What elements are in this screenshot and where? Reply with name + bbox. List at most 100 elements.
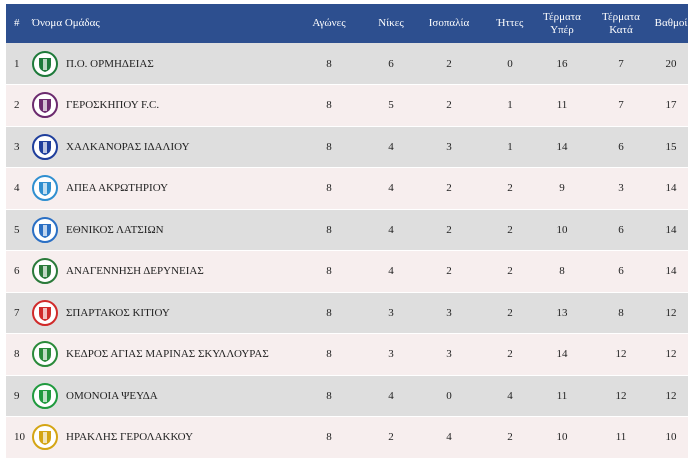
chalkanoras-crest-icon	[32, 133, 58, 160]
ethnikos-crest-icon	[32, 216, 58, 243]
team-cell: ΗΡΑΚΛΗΣ ΓΕΡΟΛΑΚΚΟΥ	[32, 416, 290, 459]
header-position[interactable]: #	[14, 17, 20, 29]
points-cell: 15	[654, 126, 688, 168]
geroskipou-crest-icon	[32, 92, 58, 119]
losses-cell: 4	[484, 375, 536, 417]
position-cell: 7	[6, 292, 32, 334]
wins-cell: 2	[368, 416, 414, 459]
position-cell: 6	[6, 250, 32, 293]
team-cell: ΓΕΡΟΣΚΗΠΟΥ F.C.	[32, 84, 290, 127]
header-goals-against-line2: Κατά	[609, 23, 633, 36]
team-info: ΓΕΡΟΣΚΗΠΟΥ F.C.	[32, 92, 290, 119]
points-cell: 14	[654, 209, 688, 251]
played-cell: 8	[290, 167, 368, 210]
table-row: 7 ΣΠΑΡΤΑΚΟΣ ΚΙΤΙΟΥ 8 3 3 2 13 8 12	[6, 292, 688, 334]
position-cell: 3	[6, 126, 32, 168]
wins-cell: 4	[368, 375, 414, 417]
team-cell: ΑΠΕΑ ΑΚΡΩΤΗΡΙΟΥ	[32, 167, 290, 210]
header-goals-for-line1: Τέρματα	[543, 10, 581, 23]
position-cell: 5	[6, 209, 32, 251]
wins-cell: 4	[368, 167, 414, 210]
league-table-container: # Όνομα Ομάδας Αγώνες Νίκες Ισοπαλία Ήττ…	[6, 4, 688, 459]
header-losses[interactable]: Ήττες	[496, 17, 524, 29]
goals-for-cell: 8	[536, 250, 588, 293]
position-cell: 2	[6, 84, 32, 127]
points-cell: 12	[654, 375, 688, 417]
points-cell: 12	[654, 292, 688, 334]
points-cell: 20	[654, 43, 688, 85]
table-row: 8 ΚΕΔΡΟΣ ΑΓΙΑΣ ΜΑΡΙΝΑΣ ΣΚΥΛΛΟΥΡΑΣ 8 3 3 …	[6, 333, 688, 376]
points-cell: 14	[654, 250, 688, 293]
table-row: 6 ΑΝΑΓΕΝΝΗΣΗ ΔΕΡΥΝΕΙΑΣ 8 4 2 2 8 6 14	[6, 250, 688, 293]
losses-cell: 2	[484, 209, 536, 251]
goals-against-cell: 6	[588, 126, 654, 168]
losses-cell: 2	[484, 333, 536, 376]
team-name[interactable]: ΕΘΝΙΚΟΣ ΛΑΤΣΙΩΝ	[66, 223, 164, 236]
team-name[interactable]: ΚΕΔΡΟΣ ΑΓΙΑΣ ΜΑΡΙΝΑΣ ΣΚΥΛΛΟΥΡΑΣ	[66, 348, 269, 361]
header-goals-for[interactable]: Τέρματα Υπέρ	[536, 4, 588, 43]
iraklis-crest-icon	[32, 424, 58, 451]
team-name[interactable]: ΧΑΛΚΑΝΟΡΑΣ ΙΔΑΛΙΟΥ	[66, 140, 190, 153]
team-name[interactable]: ΗΡΑΚΛΗΣ ΓΕΡΟΛΑΚΚΟΥ	[66, 431, 194, 444]
draws-cell: 3	[414, 126, 484, 168]
goals-against-cell: 3	[588, 167, 654, 210]
draws-cell: 2	[414, 84, 484, 127]
played-cell: 8	[290, 375, 368, 417]
goals-against-cell: 6	[588, 250, 654, 293]
losses-cell: 2	[484, 416, 536, 459]
header-goals-against[interactable]: Τέρματα Κατά	[588, 4, 654, 43]
goals-against-cell: 12	[588, 333, 654, 376]
header-played[interactable]: Αγώνες	[312, 17, 346, 29]
spartakos-crest-icon	[32, 299, 58, 326]
goals-against-cell: 6	[588, 209, 654, 251]
draws-cell: 2	[414, 167, 484, 210]
team-name[interactable]: ΑΠΕΑ ΑΚΡΩΤΗΡΙΟΥ	[66, 182, 169, 195]
team-name[interactable]: ΓΕΡΟΣΚΗΠΟΥ F.C.	[66, 99, 160, 112]
table-row: 10 ΗΡΑΚΛΗΣ ΓΕΡΟΛΑΚΚΟΥ 8 2 4 2 10 11 10	[6, 416, 688, 459]
team-name[interactable]: Π.Ο. ΟΡΜΗΔΕΙΑΣ	[66, 57, 154, 70]
wins-cell: 3	[368, 292, 414, 334]
position-cell: 4	[6, 167, 32, 210]
team-name[interactable]: ΣΠΑΡΤΑΚΟΣ ΚΙΤΙΟΥ	[66, 306, 170, 319]
team-info: ΗΡΑΚΛΗΣ ΓΕΡΟΛΑΚΚΟΥ	[32, 424, 290, 451]
table-header: # Όνομα Ομάδας Αγώνες Νίκες Ισοπαλία Ήττ…	[6, 4, 688, 43]
team-cell: ΣΠΑΡΤΑΚΟΣ ΚΙΤΙΟΥ	[32, 292, 290, 334]
team-name[interactable]: ΟΜΟΝΟΙΑ ΨΕΥΔΑ	[66, 389, 158, 402]
league-standings-table: # Όνομα Ομάδας Αγώνες Νίκες Ισοπαλία Ήττ…	[6, 4, 688, 459]
losses-cell: 1	[484, 126, 536, 168]
team-cell: ΑΝΑΓΕΝΝΗΣΗ ΔΕΡΥΝΕΙΑΣ	[32, 250, 290, 293]
played-cell: 8	[290, 209, 368, 251]
losses-cell: 2	[484, 167, 536, 210]
position-cell: 8	[6, 333, 32, 376]
ormideia-crest-icon	[32, 50, 58, 77]
header-draws[interactable]: Ισοπαλία	[428, 17, 470, 29]
header-points[interactable]: Βαθμοί	[654, 17, 688, 29]
wins-cell: 4	[368, 250, 414, 293]
team-cell: ΟΜΟΝΟΙΑ ΨΕΥΔΑ	[32, 375, 290, 417]
played-cell: 8	[290, 333, 368, 376]
points-cell: 17	[654, 84, 688, 127]
wins-cell: 4	[368, 126, 414, 168]
points-cell: 10	[654, 416, 688, 459]
goals-for-cell: 11	[536, 375, 588, 417]
kedros-crest-icon	[32, 341, 58, 368]
played-cell: 8	[290, 250, 368, 293]
team-name[interactable]: ΑΝΑΓΕΝΝΗΣΗ ΔΕΡΥΝΕΙΑΣ	[66, 265, 204, 278]
played-cell: 8	[290, 43, 368, 85]
header-goals-against-line1: Τέρματα	[602, 10, 640, 23]
table-row: 5 ΕΘΝΙΚΟΣ ΛΑΤΣΙΩΝ 8 4 2 2 10 6 14	[6, 209, 688, 251]
table-row: 3 ΧΑΛΚΑΝΟΡΑΣ ΙΔΑΛΙΟΥ 8 4 3 1 14 6 15	[6, 126, 688, 168]
draws-cell: 4	[414, 416, 484, 459]
goals-against-cell: 7	[588, 84, 654, 127]
header-team[interactable]: Όνομα Ομάδας	[32, 17, 100, 29]
goals-against-cell: 7	[588, 43, 654, 85]
header-wins[interactable]: Νίκες	[378, 17, 404, 29]
goals-for-cell: 14	[536, 333, 588, 376]
draws-cell: 3	[414, 292, 484, 334]
draws-cell: 2	[414, 250, 484, 293]
goals-for-cell: 10	[536, 416, 588, 459]
team-cell: ΕΘΝΙΚΟΣ ΛΑΤΣΙΩΝ	[32, 209, 290, 251]
team-info: ΑΝΑΓΕΝΝΗΣΗ ΔΕΡΥΝΕΙΑΣ	[32, 258, 290, 285]
draws-cell: 2	[414, 209, 484, 251]
wins-cell: 3	[368, 333, 414, 376]
